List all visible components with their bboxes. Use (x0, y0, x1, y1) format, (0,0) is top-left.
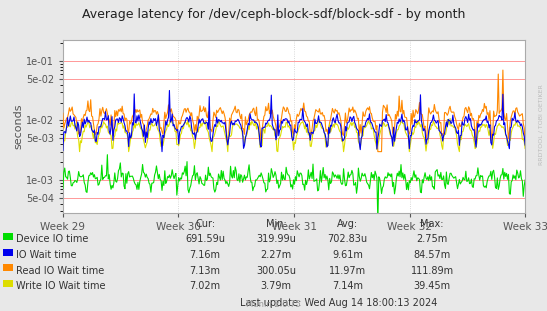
Text: Write IO Wait time: Write IO Wait time (16, 281, 106, 291)
Text: 111.89m: 111.89m (411, 266, 453, 276)
Text: 319.99u: 319.99u (257, 234, 296, 244)
Text: 702.83u: 702.83u (327, 234, 368, 244)
Y-axis label: seconds: seconds (13, 104, 23, 150)
Text: 300.05u: 300.05u (256, 266, 296, 276)
Text: 84.57m: 84.57m (414, 250, 451, 260)
Text: Munin 2.0.75: Munin 2.0.75 (246, 300, 301, 309)
Text: 7.13m: 7.13m (190, 266, 220, 276)
Text: Max:: Max: (421, 219, 444, 229)
Text: 2.75m: 2.75m (416, 234, 448, 244)
Text: IO Wait time: IO Wait time (16, 250, 77, 260)
Text: Device IO time: Device IO time (16, 234, 89, 244)
Text: 9.61m: 9.61m (332, 250, 363, 260)
Text: Average latency for /dev/ceph-block-sdf/block-sdf - by month: Average latency for /dev/ceph-block-sdf/… (82, 8, 465, 21)
Text: Cur:: Cur: (195, 219, 215, 229)
Text: Avg:: Avg: (337, 219, 358, 229)
Text: 11.97m: 11.97m (329, 266, 366, 276)
Text: 7.02m: 7.02m (190, 281, 220, 291)
Text: 7.16m: 7.16m (190, 250, 220, 260)
Text: Read IO Wait time: Read IO Wait time (16, 266, 104, 276)
Text: 2.27m: 2.27m (260, 250, 292, 260)
Text: 39.45m: 39.45m (414, 281, 451, 291)
Text: 691.59u: 691.59u (185, 234, 225, 244)
Text: Last update: Wed Aug 14 18:00:13 2024: Last update: Wed Aug 14 18:00:13 2024 (241, 298, 438, 308)
Text: 7.14m: 7.14m (332, 281, 363, 291)
Text: RRDTOOL / TOBI OETIKER: RRDTOOL / TOBI OETIKER (538, 84, 543, 165)
Text: Min:: Min: (266, 219, 287, 229)
Text: 3.79m: 3.79m (261, 281, 292, 291)
